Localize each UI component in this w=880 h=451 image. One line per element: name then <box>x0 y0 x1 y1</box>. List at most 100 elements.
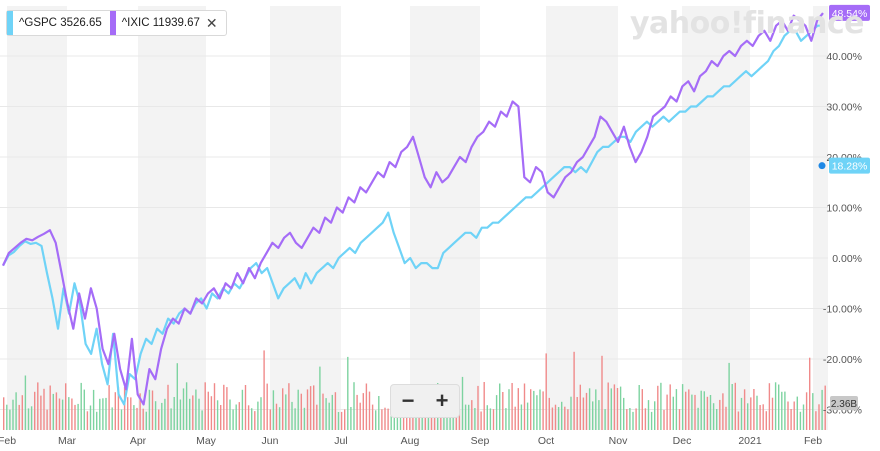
volume-bar <box>762 404 764 430</box>
volume-bar <box>83 389 85 430</box>
series-line-ixic <box>2 12 824 406</box>
zoom-controls: − + <box>390 384 460 418</box>
volume-bar <box>120 409 123 430</box>
volume-bar <box>195 389 197 430</box>
zoom-out-button[interactable]: − <box>401 388 415 413</box>
volume-bar <box>71 398 73 430</box>
last-value-dot-gspc <box>818 162 826 170</box>
month-band-3 <box>410 6 480 430</box>
volume-bar <box>238 402 240 430</box>
volume-bar <box>130 397 132 430</box>
volume-bar <box>96 411 98 430</box>
volume-bar <box>430 411 433 430</box>
volume-bar <box>753 389 755 430</box>
volume-bar <box>681 384 684 430</box>
volume-bar <box>468 404 470 430</box>
volume-bar <box>30 406 33 430</box>
volume-bar <box>647 400 650 430</box>
volume-bar <box>573 351 575 430</box>
volume-bar <box>368 391 371 430</box>
volume-bar <box>781 391 783 430</box>
volume-bar <box>43 388 45 430</box>
volume-bar <box>809 357 811 430</box>
volume-bar <box>688 389 690 430</box>
volume-bar <box>499 383 501 430</box>
volume-bar <box>731 384 733 430</box>
volume-bar <box>548 397 550 430</box>
volume-bar <box>570 396 572 430</box>
x-tick-label: Jul <box>334 435 347 447</box>
x-tick-label: Sep <box>471 435 490 447</box>
volume-bar <box>182 388 185 430</box>
volume-bar <box>554 404 557 430</box>
volume-bar <box>678 409 681 430</box>
volume-bar <box>765 411 767 430</box>
volume-bar <box>545 353 547 430</box>
last-value-badge-ixic <box>829 4 870 21</box>
zoom-in-button[interactable]: + <box>435 388 449 413</box>
volume-bar <box>784 391 786 430</box>
volume-bar <box>319 366 321 430</box>
volume-bar <box>241 389 244 430</box>
month-band-4 <box>546 6 618 430</box>
volume-bar <box>111 407 113 430</box>
volume-bar <box>77 403 79 430</box>
legend-item-gspc[interactable]: ^GSPC 3526.65 <box>7 11 110 35</box>
volume-bar <box>526 402 529 430</box>
volume-bar <box>15 392 17 430</box>
volume-bar <box>306 389 309 430</box>
volume-bar <box>455 409 457 430</box>
volume-bar <box>80 382 82 430</box>
volume-bar <box>706 396 709 430</box>
volume-bar <box>471 400 473 430</box>
volume-bar <box>21 395 23 430</box>
y-tick-label: 10.00% <box>826 203 862 215</box>
volume-bar <box>328 402 330 430</box>
volume-bar <box>685 391 687 430</box>
month-band-5 <box>682 6 750 430</box>
volume-bar <box>46 409 48 430</box>
volume-bar <box>477 385 479 430</box>
volume-bar <box>691 394 693 430</box>
legend-symbol-ixic: ^IXIC <box>121 17 150 29</box>
volume-bar <box>145 411 147 430</box>
volume-bar <box>52 393 54 430</box>
volume-bar <box>533 390 535 430</box>
volume-bar <box>703 391 705 430</box>
volume-bar <box>722 393 724 430</box>
legend-value-gspc: 3526.65 <box>60 17 102 29</box>
volume-bar <box>158 409 160 430</box>
volume-bar <box>18 404 20 430</box>
volume-bar <box>638 385 640 430</box>
volume-bar <box>812 393 814 430</box>
last-value-label-gspc: 18.28% <box>832 161 868 173</box>
volume-bar <box>49 385 51 430</box>
volume-bar <box>579 384 581 430</box>
volume-bar <box>613 384 616 430</box>
volume-bar <box>821 389 823 430</box>
volume-bar <box>223 384 225 430</box>
volume-bar <box>657 385 659 430</box>
volume-bar <box>226 387 228 430</box>
volume-bar <box>294 408 296 430</box>
volume-bar <box>325 398 327 430</box>
volume-bar <box>799 411 802 430</box>
volume-bar <box>728 362 730 430</box>
volume-bar <box>824 385 826 430</box>
volume-bar <box>750 397 752 430</box>
volume-bar <box>654 401 656 430</box>
volume-bar <box>278 407 281 430</box>
volume-bar <box>480 411 482 430</box>
volume-bar <box>37 382 39 430</box>
close-icon[interactable]: ✕ <box>205 14 218 31</box>
volume-bar <box>251 408 253 430</box>
volume-bar <box>322 393 324 430</box>
volume-bar <box>384 407 386 430</box>
volume-bar <box>542 391 544 430</box>
volume-bar <box>635 408 637 430</box>
series-line-gspc <box>2 24 823 406</box>
legend-item-ixic[interactable]: ^IXIC 11939.67 ✕ <box>109 11 226 35</box>
y-tick-label: 30.00% <box>826 102 862 114</box>
volume-bar <box>24 375 27 430</box>
